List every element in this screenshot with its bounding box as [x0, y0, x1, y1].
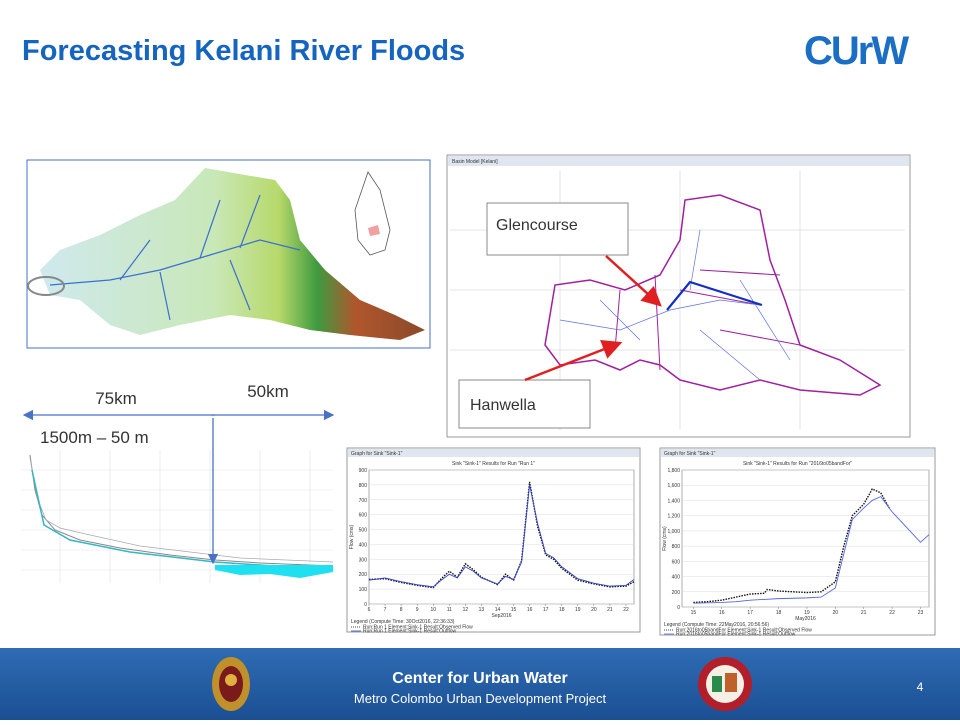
page-number: 4	[917, 680, 924, 694]
x-tick-label: 18	[776, 610, 782, 616]
lower-length: 50km	[247, 382, 289, 401]
y-tick-label: 600	[359, 513, 368, 519]
legend-entry: Run:2016to05bandFor Element:Sink-1 Resul…	[676, 632, 796, 638]
x-tick-label: 10	[430, 607, 436, 613]
x-tick-label: 14	[495, 607, 501, 613]
logo: CUrW	[804, 29, 909, 73]
emblem-left	[212, 657, 250, 711]
x-tick-label: 20	[591, 607, 597, 613]
footer-org: Center for Urban Water	[392, 670, 567, 687]
result-graph: Graph for Sink "Sink-1" Sink "Sink-1" Res…	[346, 447, 641, 635]
footer-band	[0, 648, 960, 720]
glencourse-label: Glencourse	[496, 217, 578, 234]
plot-area	[681, 469, 930, 608]
elevation-range: 1500m – 50 m	[40, 428, 149, 447]
y-tick-label: 400	[672, 575, 681, 581]
y-tick-label: 900	[359, 468, 368, 474]
window-title: Graph for Sink "Sink-1"	[351, 451, 403, 457]
flow-line	[368, 481, 635, 589]
catchment-map	[26, 159, 431, 349]
x-tick-label: 20	[833, 610, 839, 616]
flow-line	[693, 488, 890, 604]
window-title: Graph for Sink "Sink-1"	[664, 451, 716, 457]
graph-title: Sink "Sink-1" Results for Run "Run 1"	[452, 461, 535, 467]
legend-entry: Run:Run 1 Element:Sink-1 Result:Outflow	[363, 629, 456, 635]
y-tick-label: 1,000	[667, 529, 680, 535]
x-axis-label: May2016	[795, 616, 816, 622]
x-tick-label: 19	[575, 607, 581, 613]
legend-title: Legend (Compute Time: 22May2016, 20:56:5…	[664, 622, 769, 628]
x-tick-label: 18	[559, 607, 565, 613]
x-axis-label: Sep2016	[491, 613, 511, 619]
legend-title: Legend (Compute Time: 30Oct2016, 22:36:3…	[351, 619, 455, 625]
y-tick-label: 800	[359, 483, 368, 489]
x-tick-label: 22	[889, 610, 895, 616]
y-tick-label: 0	[364, 602, 367, 608]
y-axis-label: Flow (cms)	[349, 524, 355, 549]
graph-titlebar	[661, 449, 934, 457]
emblem-right	[698, 657, 752, 711]
flow-line	[368, 484, 635, 588]
x-tick-label: 19	[804, 610, 810, 616]
y-tick-label: 400	[359, 542, 368, 548]
footer-project: Metro Colombo Urban Development Project	[354, 691, 607, 706]
slide-title: Forecasting Kelani River Floods	[22, 35, 465, 67]
y-tick-label: 300	[359, 557, 368, 563]
result-graph: Graph for Sink "Sink-1" Sink "Sink-1" Res…	[659, 447, 936, 638]
y-tick-label: 1,600	[667, 483, 680, 489]
upper-length: 75km	[95, 389, 137, 408]
x-tick-label: 17	[543, 607, 549, 613]
x-tick-label: 12	[463, 607, 469, 613]
y-tick-label: 1,200	[667, 514, 680, 520]
x-tick-label: 8	[400, 607, 403, 613]
x-tick-label: 16	[719, 610, 725, 616]
x-tick-label: 22	[623, 607, 629, 613]
x-tick-label: 21	[607, 607, 613, 613]
graph-titlebar	[348, 449, 639, 457]
x-tick-label: 17	[747, 610, 753, 616]
x-tick-label: 15	[511, 607, 517, 613]
x-tick-label: 21	[861, 610, 867, 616]
y-tick-label: 200	[359, 572, 368, 578]
y-tick-label: 1,800	[667, 468, 680, 474]
y-tick-label: 500	[359, 528, 368, 534]
window-title: Basin Model [Kelani]	[452, 159, 498, 165]
flow-line	[693, 496, 930, 604]
x-tick-label: 15	[691, 610, 697, 616]
x-tick-label: 7	[384, 607, 387, 613]
x-tick-label: 6	[368, 607, 371, 613]
y-tick-label: 1,400	[667, 498, 680, 504]
x-tick-label: 9	[416, 607, 419, 613]
y-tick-label: 800	[672, 544, 681, 550]
profile: 75km 50km 1500m – 50 m	[22, 382, 335, 583]
x-tick-label: 11	[447, 607, 452, 613]
hanwella-label: Hanwella	[470, 397, 536, 414]
y-tick-label: 600	[672, 559, 681, 565]
graph-title: Sink "Sink-1" Results for Run "2016to05b…	[743, 461, 852, 467]
y-tick-label: 200	[672, 590, 681, 596]
y-tick-label: 700	[359, 498, 368, 504]
y-tick-label: 0	[677, 605, 680, 611]
y-axis-label: Flow (cms)	[662, 526, 668, 551]
y-tick-label: 100	[359, 587, 368, 593]
x-tick-label: 13	[479, 607, 485, 613]
legend-entry: Run:Run 1 Element:Sink-1 Result:Observed…	[363, 625, 473, 631]
legend-entry: Run:2016to05bandFor Element:Sink-1 Resul…	[676, 628, 812, 634]
basin-model-window: Basin Model [Kelani] Glencourse Hanwella	[446, 154, 911, 438]
x-tick-label: 23	[918, 610, 924, 616]
x-tick-label: 16	[527, 607, 533, 613]
